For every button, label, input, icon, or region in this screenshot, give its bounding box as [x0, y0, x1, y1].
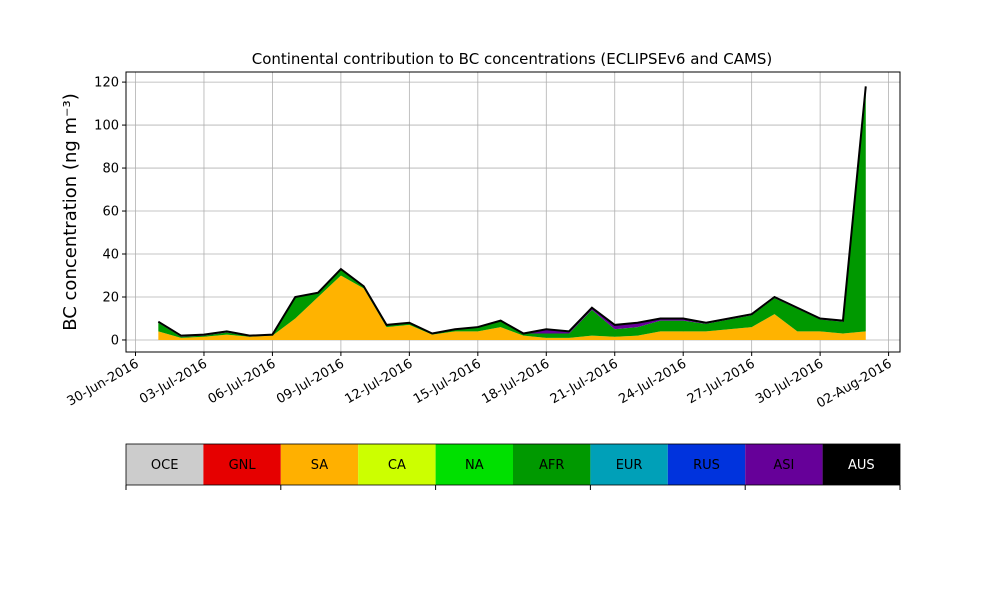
x-tick-label: 15-Jul-2016: [411, 356, 484, 407]
area: [158, 275, 866, 340]
total-outline: [157, 86, 867, 337]
y-tick-label: 20: [102, 290, 119, 305]
colorbar-label: EUR: [616, 458, 643, 473]
x-tick-label: 02-Aug-2016: [814, 356, 894, 411]
y-tick-label: 40: [102, 248, 119, 263]
x-tick-label: 09-Jul-2016: [274, 356, 347, 407]
x-tick-label: 27-Jul-2016: [685, 356, 758, 407]
y-tick-label: 0: [111, 333, 119, 348]
x-tick-label: 06-Jul-2016: [206, 356, 279, 407]
colorbar-label: OCE: [151, 458, 179, 473]
colorbar-swatch: [513, 444, 591, 485]
x-tick-label: 30-Jun-2016: [65, 356, 142, 409]
colorbar-label: AUS: [848, 458, 875, 473]
colorbar-label: SA: [311, 458, 328, 473]
y-tick-label: 80: [102, 162, 119, 177]
colorbar-label: RUS: [693, 458, 720, 473]
plot-frame: [125, 71, 901, 353]
chart-title: Continental contribution to BC concentra…: [252, 50, 773, 68]
colorbar-label: GNL: [229, 458, 257, 473]
colorbar-swatch: [126, 444, 204, 485]
colorbar-swatch: [203, 444, 281, 485]
colorbar-swatch: [822, 444, 900, 485]
x-tick-label: 24-Jul-2016: [616, 356, 689, 407]
x-tick-label: 18-Jul-2016: [479, 356, 552, 407]
colorbar-label: AFR: [539, 458, 564, 473]
colorbar-swatch: [590, 444, 668, 485]
y-tick-label: 60: [102, 205, 119, 220]
colorbar-swatch: [667, 444, 746, 485]
colorbar-swatch: [358, 444, 436, 485]
colorbar-label: NA: [465, 458, 484, 473]
x-tick-label: 03-Jul-2016: [137, 356, 210, 407]
colorbar-frame: [125, 443, 901, 486]
colorbar-swatch: [745, 444, 823, 485]
colorbar-label: CA: [388, 458, 406, 473]
y-axis-label: BC concentration (ng m⁻³): [60, 93, 81, 331]
colorbar-label: ASI: [773, 458, 794, 473]
colorbar-swatch: [435, 444, 513, 485]
x-tick-label: 21-Jul-2016: [548, 356, 621, 407]
x-tick-label: 12-Jul-2016: [343, 356, 416, 407]
y-tick-label: 120: [94, 76, 119, 91]
area: [158, 88, 866, 338]
y-tick-label: 100: [94, 119, 119, 134]
colorbar-swatch: [280, 444, 359, 485]
area: [158, 86, 866, 337]
